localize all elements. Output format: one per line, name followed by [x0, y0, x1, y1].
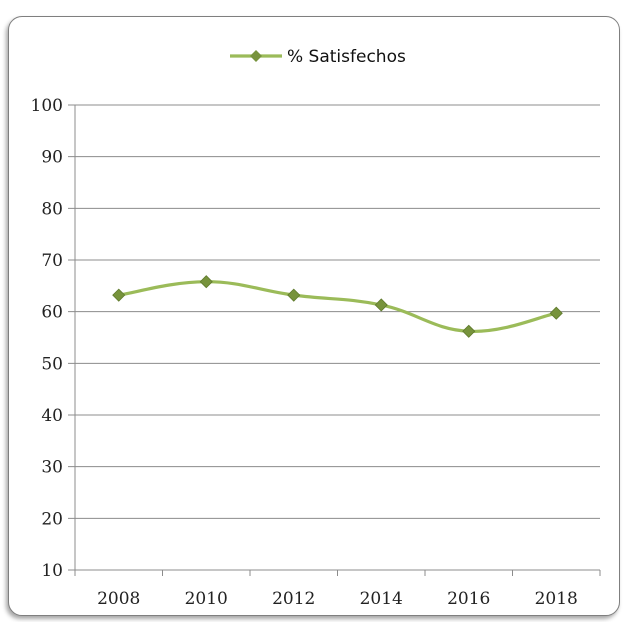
y-tick-label: 50: [41, 354, 63, 374]
y-tick-label: 100: [31, 96, 63, 116]
y-tick-label: 70: [41, 251, 63, 271]
legend: % Satisfechos: [230, 47, 406, 67]
legend-label: % Satisfechos: [287, 47, 406, 67]
y-tick-label: 20: [41, 509, 63, 529]
y-tick-label: 40: [41, 406, 63, 426]
legend-marker-swatch: [250, 50, 262, 62]
y-tick-label: 10: [41, 561, 63, 581]
series-satisfechos: [112, 275, 563, 338]
data-point-marker: [549, 306, 563, 320]
data-point-marker: [374, 298, 388, 312]
x-tick-label: 2010: [185, 589, 228, 609]
gridlines: [68, 104, 600, 519]
data-point-marker: [199, 275, 213, 289]
data-point-marker: [287, 288, 301, 302]
y-tick-label: 30: [41, 458, 63, 478]
chart-frame: [8, 16, 620, 616]
x-tick-label: 2016: [447, 589, 490, 609]
y-tick-label: 60: [41, 303, 63, 323]
y-tick-label: 90: [41, 148, 63, 168]
series-line: [118, 280, 557, 333]
y-tick-label: 80: [41, 199, 63, 219]
x-tick-label: 2008: [97, 589, 140, 609]
data-point-marker: [112, 288, 126, 302]
x-tick-label: 2018: [535, 589, 578, 609]
x-tick-label: 2012: [272, 589, 315, 609]
y-tick-labels: 10 20 30 40 50 60 70 80 90 100: [31, 96, 63, 581]
x-tick-labels: 2008 2010 2012 2014 2016 2018: [97, 589, 578, 609]
axes: [68, 105, 601, 576]
x-tick-label: 2014: [360, 589, 403, 609]
data-point-marker: [462, 324, 476, 338]
